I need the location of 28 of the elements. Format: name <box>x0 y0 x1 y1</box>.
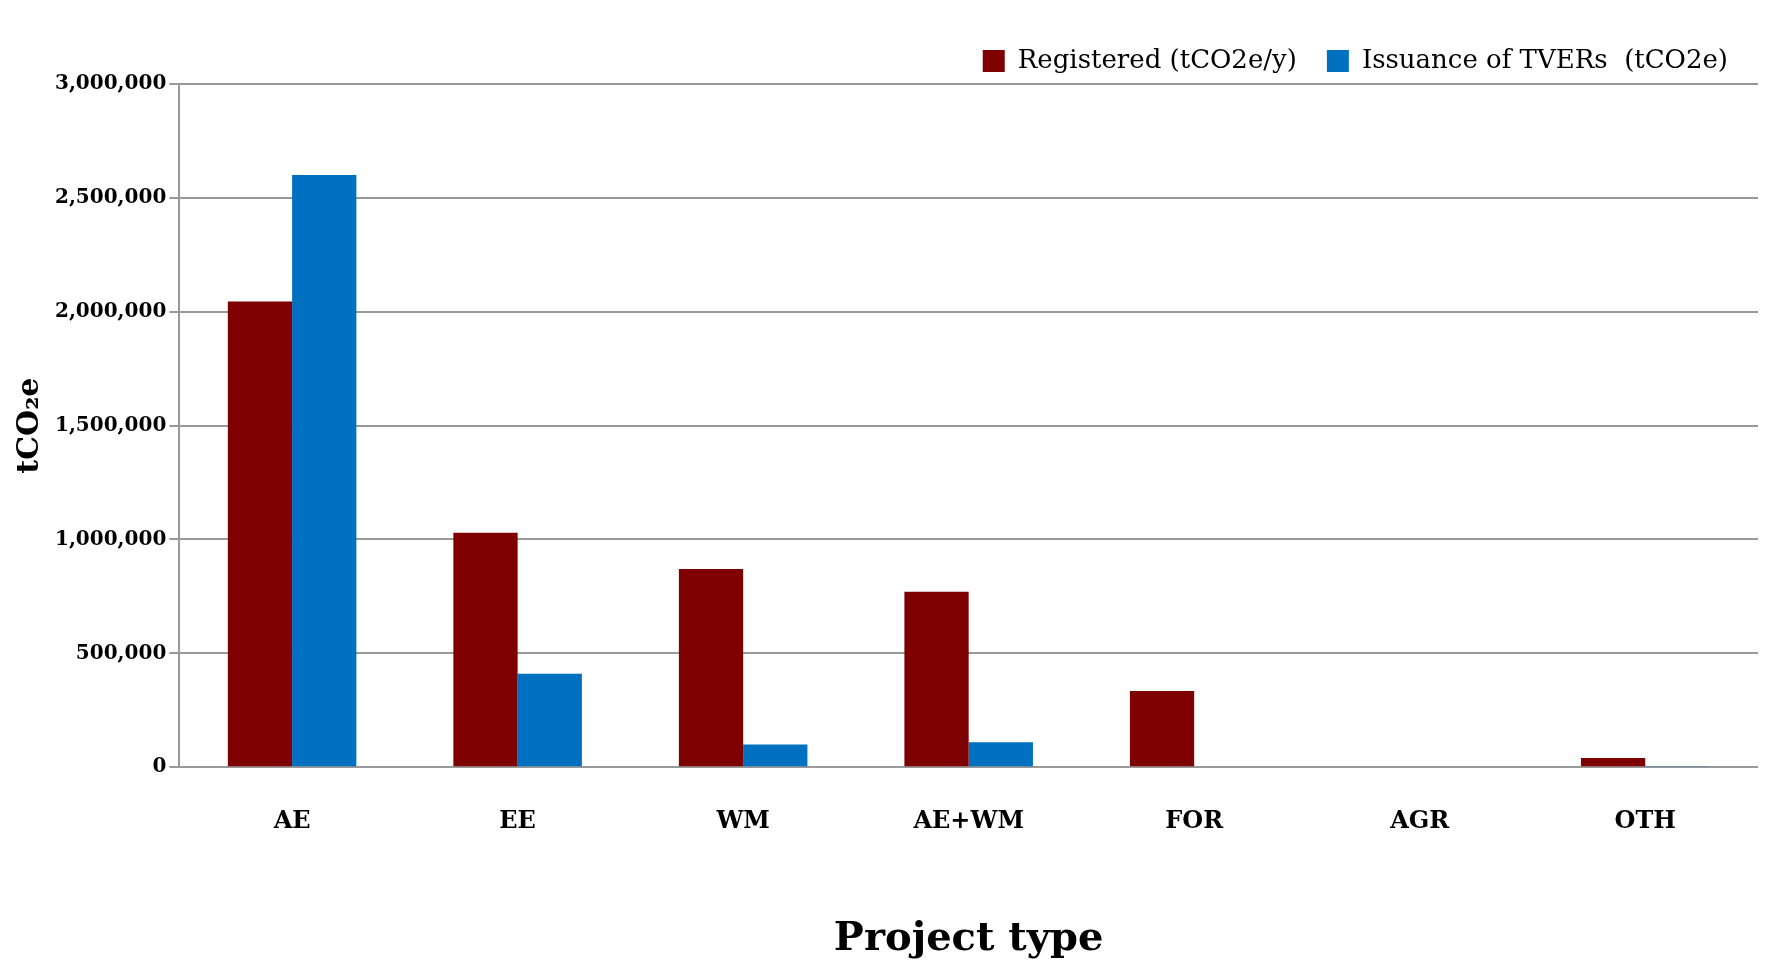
y-tick-label: 1,500,000 <box>54 411 167 436</box>
bar <box>678 569 744 767</box>
bar <box>743 744 808 767</box>
y-tick-label: 0 <box>152 753 167 778</box>
y-tick-label: 2,500,000 <box>54 184 167 209</box>
legend-label: Registered (tCO2e/y) <box>1017 43 1297 74</box>
y-tick-label: 2,000,000 <box>54 297 167 322</box>
x-tick-label: AE <box>272 804 311 834</box>
legend-label: Issuance of TVERs (tCO2e) <box>1361 43 1728 74</box>
bar <box>1129 690 1195 767</box>
bar <box>453 532 518 767</box>
bar <box>1580 758 1646 767</box>
y-tick-label: 3,000,000 <box>54 70 167 95</box>
y-tick-label: 500,000 <box>75 639 167 664</box>
bar <box>968 742 1033 767</box>
x-tick-label: AE+WM <box>912 804 1024 834</box>
x-tick-label: OTH <box>1614 804 1676 834</box>
bar <box>227 301 293 767</box>
x-axis-title: Project type <box>833 912 1104 960</box>
x-tick-label: EE <box>499 804 536 834</box>
x-tick-label: WM <box>715 804 770 834</box>
bar <box>904 591 969 767</box>
bar <box>517 673 582 767</box>
x-tick-label: AGR <box>1389 804 1451 834</box>
y-axis-title: tCO₂e <box>9 377 45 474</box>
bar <box>292 175 357 767</box>
x-tick-label: FOR <box>1165 804 1225 834</box>
y-tick-label: 1,000,000 <box>54 525 167 550</box>
